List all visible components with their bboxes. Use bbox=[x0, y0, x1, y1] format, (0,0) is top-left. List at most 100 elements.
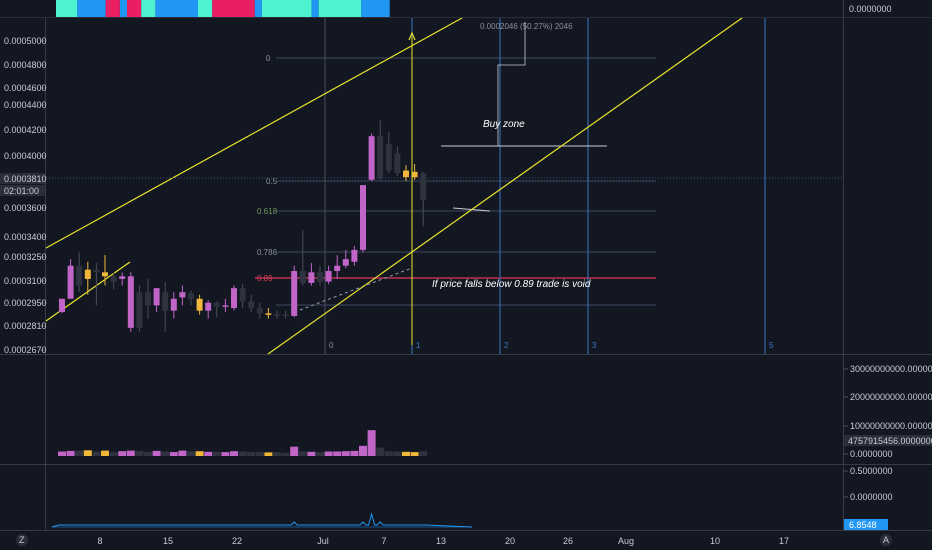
volume-bar[interactable] bbox=[83, 450, 92, 456]
volume-bar[interactable] bbox=[264, 452, 273, 456]
candle[interactable] bbox=[308, 263, 315, 286]
candlestick-series[interactable] bbox=[59, 120, 427, 332]
candle[interactable] bbox=[317, 265, 323, 286]
candle[interactable] bbox=[299, 230, 306, 286]
volume-bar[interactable] bbox=[290, 446, 299, 456]
candle[interactable] bbox=[205, 300, 212, 319]
candle[interactable] bbox=[119, 272, 126, 286]
volume-bar[interactable] bbox=[118, 451, 127, 456]
candle[interactable] bbox=[377, 120, 384, 180]
volume-bar[interactable] bbox=[247, 452, 256, 456]
volume-bar[interactable] bbox=[152, 450, 161, 456]
candle[interactable] bbox=[179, 285, 186, 306]
candle[interactable] bbox=[368, 133, 375, 182]
candle[interactable] bbox=[136, 285, 143, 332]
volume-bar[interactable] bbox=[316, 452, 324, 456]
oscillator-series[interactable] bbox=[51, 512, 473, 528]
timezone-icon[interactable] bbox=[16, 534, 28, 546]
volume-bar[interactable] bbox=[419, 451, 428, 456]
candle[interactable] bbox=[342, 249, 349, 269]
candle[interactable] bbox=[213, 301, 220, 318]
candle[interactable] bbox=[351, 245, 358, 266]
volume-bar[interactable] bbox=[135, 450, 144, 456]
candle[interactable] bbox=[282, 310, 289, 319]
volume-bar[interactable] bbox=[92, 451, 101, 457]
volume-bar[interactable] bbox=[101, 450, 109, 456]
candle[interactable] bbox=[170, 292, 177, 319]
candle[interactable] bbox=[325, 265, 332, 285]
candle[interactable] bbox=[59, 298, 65, 314]
candle[interactable] bbox=[162, 281, 169, 332]
volume-bar[interactable] bbox=[230, 451, 238, 456]
channel-upper-line[interactable] bbox=[45, 17, 463, 249]
candle[interactable] bbox=[196, 294, 203, 315]
volume-histogram[interactable] bbox=[58, 430, 428, 457]
price-axis[interactable]: 0.0005000 0.0004800 0.0004600 0.0004400 0.00… bbox=[4, 36, 47, 355]
volume-bar[interactable] bbox=[341, 451, 350, 456]
volume-bar[interactable] bbox=[126, 450, 135, 456]
volume-bar[interactable] bbox=[169, 452, 178, 456]
candle[interactable] bbox=[248, 294, 255, 312]
candle[interactable] bbox=[256, 302, 263, 319]
candle[interactable] bbox=[102, 255, 108, 286]
volume-bar[interactable] bbox=[75, 450, 84, 456]
volume-bar[interactable] bbox=[376, 447, 385, 456]
volume-bar[interactable] bbox=[255, 451, 264, 456]
volume-bar[interactable] bbox=[393, 451, 402, 457]
candle[interactable] bbox=[334, 255, 341, 279]
candle[interactable] bbox=[153, 288, 160, 312]
channel-lower-parallel-line[interactable] bbox=[267, 17, 743, 355]
volume-bar[interactable] bbox=[238, 451, 247, 457]
volume-bar[interactable] bbox=[333, 451, 342, 457]
candle[interactable] bbox=[360, 185, 366, 253]
volume-bar[interactable] bbox=[367, 430, 376, 456]
candle[interactable] bbox=[411, 163, 418, 180]
volume-bar[interactable] bbox=[187, 451, 195, 456]
volume-bar[interactable] bbox=[161, 451, 170, 457]
volume-bar[interactable] bbox=[359, 445, 367, 456]
candle[interactable] bbox=[188, 290, 194, 306]
channel-dashed-line[interactable] bbox=[299, 267, 413, 311]
candle[interactable] bbox=[394, 146, 401, 176]
candle[interactable] bbox=[420, 171, 427, 227]
volume-bar[interactable] bbox=[212, 451, 221, 456]
volume-bar[interactable] bbox=[402, 451, 410, 456]
candle[interactable] bbox=[222, 298, 229, 312]
measure-tool[interactable]: 0.0002046 (50.27%) 2046 bbox=[408, 22, 573, 345]
candle[interactable] bbox=[93, 263, 100, 306]
candle[interactable] bbox=[385, 132, 392, 174]
candle[interactable] bbox=[239, 284, 246, 309]
candle[interactable] bbox=[274, 310, 280, 319]
candle[interactable] bbox=[84, 261, 91, 295]
volume-bar[interactable] bbox=[178, 450, 187, 456]
candle[interactable] bbox=[110, 272, 117, 290]
auto-scale-icon[interactable] bbox=[880, 534, 892, 546]
time-axis[interactable]: 8 15 22 Jul 7 13 20 26 Aug 10 17 bbox=[97, 536, 789, 546]
volume-bar[interactable] bbox=[384, 451, 393, 456]
volume-bar[interactable] bbox=[410, 452, 419, 456]
buy-zone-callout[interactable]: Buy zone bbox=[441, 22, 607, 212]
volume-bar[interactable] bbox=[204, 451, 213, 456]
volume-bar[interactable] bbox=[144, 451, 152, 456]
volume-bar[interactable] bbox=[298, 451, 307, 457]
volume-bar[interactable] bbox=[273, 452, 281, 456]
fib-retracement[interactable]: 0 0.5 0.618 0.786 0.89 bbox=[255, 54, 656, 306]
candle[interactable] bbox=[291, 265, 298, 318]
volume-bar[interactable] bbox=[281, 452, 290, 456]
candle[interactable] bbox=[145, 278, 151, 319]
volume-bar[interactable] bbox=[350, 450, 359, 456]
candle[interactable] bbox=[231, 285, 237, 311]
candle[interactable] bbox=[67, 259, 74, 299]
fib-time-zones[interactable]: 0 1 2 3 5 bbox=[324, 18, 774, 354]
volume-bar[interactable] bbox=[195, 451, 204, 456]
candle[interactable] bbox=[403, 165, 409, 182]
candle[interactable] bbox=[127, 272, 134, 332]
candle[interactable] bbox=[76, 252, 83, 293]
volume-bar[interactable] bbox=[307, 451, 316, 456]
volume-bar[interactable] bbox=[66, 450, 75, 456]
candle[interactable] bbox=[265, 308, 272, 319]
volume-bar[interactable] bbox=[109, 452, 118, 456]
volume-bar[interactable] bbox=[221, 452, 230, 456]
volume-bar[interactable] bbox=[58, 451, 66, 457]
